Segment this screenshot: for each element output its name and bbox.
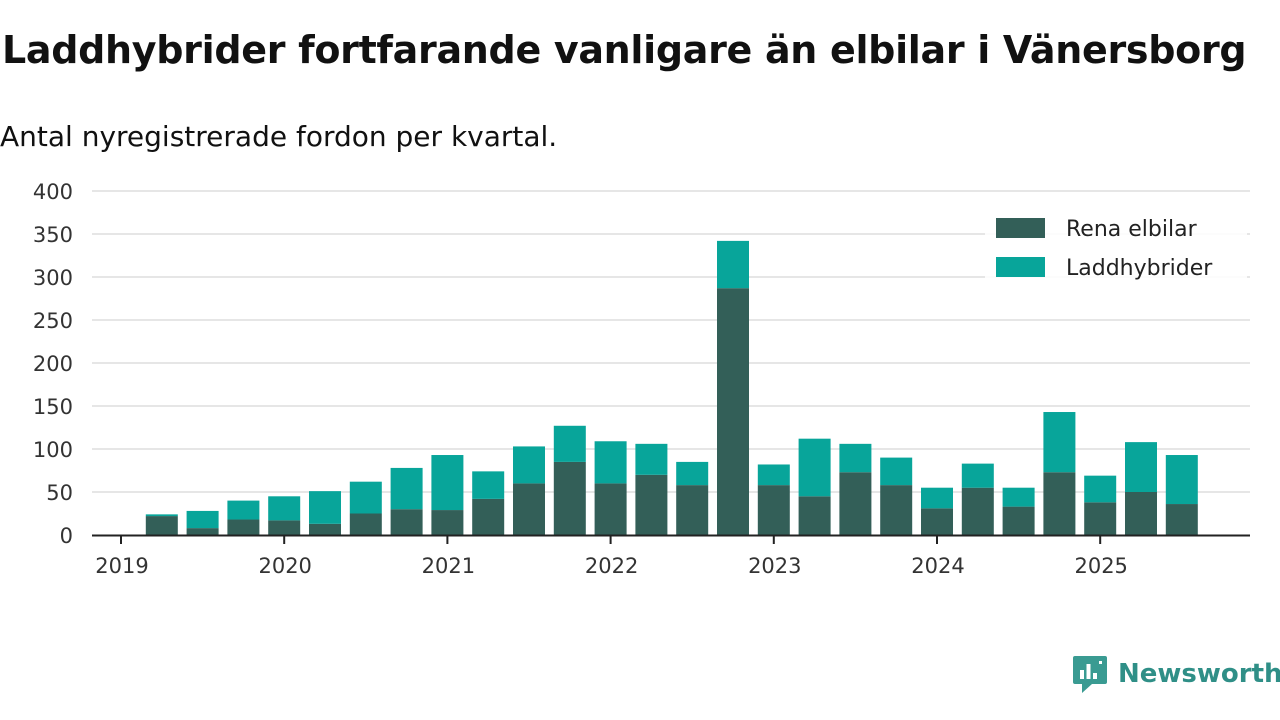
bar-laddhybrider xyxy=(594,441,627,484)
bar-laddhybrider xyxy=(513,446,545,484)
bar-laddhybrider xyxy=(553,425,586,462)
newsworthy-logo-icon xyxy=(1073,656,1107,693)
bar-rena-elbilar xyxy=(1165,504,1198,535)
y-tick-label: 400 xyxy=(33,180,73,204)
bar-laddhybrider xyxy=(1002,487,1035,507)
y-tick-label: 250 xyxy=(33,309,73,333)
bar-rena-elbilar xyxy=(798,496,831,535)
bar-laddhybrider xyxy=(635,443,668,475)
bar-laddhybrider xyxy=(186,510,219,529)
bar-rena-elbilar xyxy=(227,519,260,535)
chart-subtitle: Antal nyregistrerade fordon per kvartal. xyxy=(0,120,558,153)
y-tick-label: 300 xyxy=(33,266,73,290)
bar-rena-elbilar xyxy=(513,483,545,535)
bar-rena-elbilar xyxy=(717,288,749,535)
bar-laddhybrider xyxy=(390,467,423,510)
bar-laddhybrider xyxy=(1043,412,1076,473)
y-tick-label: 0 xyxy=(60,524,73,548)
x-tick-label: 2021 xyxy=(422,554,475,578)
y-tick-label: 200 xyxy=(33,352,73,376)
bar-rena-elbilar xyxy=(839,472,872,535)
x-tick-label: 2025 xyxy=(1074,554,1127,578)
bar-laddhybrider xyxy=(309,491,341,524)
brand-logo: Newsworthy xyxy=(1072,654,1280,694)
bar-laddhybrider xyxy=(349,481,382,514)
y-tick-label: 100 xyxy=(33,438,73,462)
bar-laddhybrider xyxy=(1084,475,1117,503)
legend-label: Laddhybrider xyxy=(1066,256,1213,281)
bar-laddhybrider xyxy=(1125,442,1157,492)
bar-rena-elbilar xyxy=(676,485,709,535)
bar-rena-elbilar xyxy=(349,513,382,535)
chart-title: Laddhybrider fortfarande vanligare än el… xyxy=(2,28,1247,72)
y-tick-label: 150 xyxy=(33,395,73,419)
bar-laddhybrider xyxy=(268,496,301,521)
legend-swatch xyxy=(996,218,1045,238)
bar-laddhybrider xyxy=(227,500,260,520)
bar-rena-elbilar xyxy=(553,461,586,535)
bar-rena-elbilar xyxy=(390,509,423,535)
bar-rena-elbilar xyxy=(1084,502,1117,535)
bar-laddhybrider xyxy=(145,514,178,517)
bar-rena-elbilar xyxy=(1043,472,1076,535)
bar-rena-elbilar xyxy=(1125,492,1157,535)
bar-rena-elbilar xyxy=(268,520,301,535)
legend-label: Rena elbilar xyxy=(1066,217,1198,242)
x-tick-label: 2022 xyxy=(585,554,638,578)
bar-rena-elbilar xyxy=(921,508,953,535)
bar-laddhybrider xyxy=(676,461,709,486)
bar-laddhybrider xyxy=(431,455,464,511)
bar-rena-elbilar xyxy=(880,485,913,535)
bar-rena-elbilar xyxy=(309,523,341,535)
bar-laddhybrider xyxy=(839,443,872,473)
bar-laddhybrider xyxy=(798,438,831,497)
bar-laddhybrider xyxy=(921,487,953,509)
bar-laddhybrider xyxy=(472,471,505,499)
bar-laddhybrider xyxy=(880,457,913,486)
brand-name: Newsworthy xyxy=(1118,659,1280,689)
bar-rena-elbilar xyxy=(635,474,668,535)
bar-rena-elbilar xyxy=(594,483,627,535)
bar-rena-elbilar xyxy=(145,516,178,535)
bar-laddhybrider xyxy=(1165,455,1198,505)
y-tick-label: 350 xyxy=(33,223,73,247)
bar-rena-elbilar xyxy=(757,485,790,535)
x-tick-label: 2019 xyxy=(95,554,148,578)
bar-rena-elbilar xyxy=(961,487,994,535)
x-tick-label: 2020 xyxy=(258,554,311,578)
bar-rena-elbilar xyxy=(431,510,464,535)
bar-rena-elbilar xyxy=(1002,506,1035,535)
y-tick-label: 50 xyxy=(46,481,73,505)
x-tick-label: 2024 xyxy=(911,554,964,578)
bar-laddhybrider xyxy=(961,463,994,488)
bar-rena-elbilar xyxy=(472,498,505,535)
x-tick-label: 2023 xyxy=(748,554,801,578)
bar-rena-elbilar xyxy=(186,528,219,535)
bar-laddhybrider xyxy=(717,240,749,289)
legend-swatch xyxy=(996,257,1045,277)
bar-laddhybrider xyxy=(757,464,790,486)
